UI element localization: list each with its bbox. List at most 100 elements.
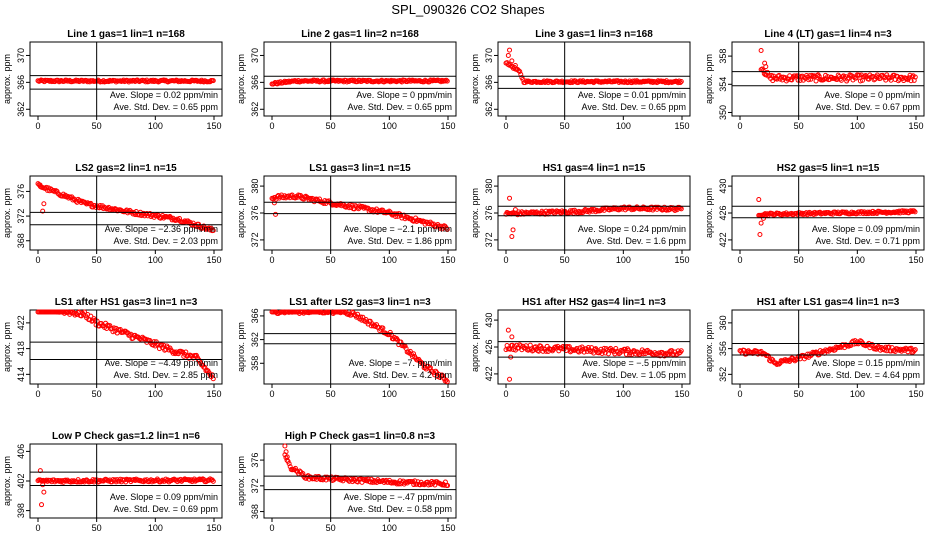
data-points xyxy=(503,327,684,382)
plot-frame xyxy=(731,309,925,385)
stddev-annotation: Ave. Std. Dev. = 2.03 ppm xyxy=(114,236,218,246)
slope-annotation: Ave. Slope = −4.49 ppm/min xyxy=(105,358,218,368)
x-tick-label: 50 xyxy=(92,121,102,131)
plot-frame xyxy=(29,175,223,251)
data-point xyxy=(671,206,677,212)
y-tick-label: 414 xyxy=(16,367,26,382)
panels-container: Line 1 gas=1 lin=1 n=168 0 50 100 150 362 366 3… xyxy=(2,29,925,533)
data-point xyxy=(507,195,513,201)
data-point xyxy=(442,78,448,84)
data-point xyxy=(509,234,515,240)
data-point xyxy=(760,68,766,74)
y-tick-label: 368 xyxy=(250,504,260,519)
y-axis-label: approx. ppm xyxy=(236,54,246,104)
data-point xyxy=(439,372,445,378)
data-point xyxy=(386,332,392,338)
data-point xyxy=(444,78,450,84)
x-tick-label: 0 xyxy=(35,389,40,399)
data-point xyxy=(284,457,290,463)
data-point xyxy=(810,74,816,80)
y-tick-label: 352 xyxy=(718,367,728,382)
x-tick-label: 0 xyxy=(737,255,742,265)
panel-title: HS1 gas=4 lin=1 n=15 xyxy=(543,163,646,174)
data-point xyxy=(151,339,157,345)
data-point xyxy=(273,211,279,217)
data-point xyxy=(758,220,764,226)
data-point xyxy=(40,208,46,214)
data-point xyxy=(67,194,73,200)
data-point xyxy=(357,203,363,209)
y-tick-label: 358 xyxy=(250,356,260,371)
data-point xyxy=(419,360,425,366)
data-point xyxy=(41,201,47,207)
y-axis-label: approx. ppm xyxy=(470,188,480,238)
panel-title: High P Check gas=1 lin=0.8 n=3 xyxy=(285,431,436,442)
slope-annotation: Ave. Slope = 0.15 ppm/min xyxy=(812,358,920,368)
data-points xyxy=(269,192,450,232)
x-tick-label: 50 xyxy=(92,523,102,533)
y-tick-label: 422 xyxy=(718,232,728,247)
x-tick-label: 50 xyxy=(794,255,804,265)
y-axis-label: approx. ppm xyxy=(2,322,12,372)
y-tick-label: 366 xyxy=(250,75,260,90)
panel-1: Line 1 gas=1 lin=1 n=168 0 50 100 150 362 366 3… xyxy=(2,29,223,131)
data-points xyxy=(756,197,918,238)
data-point xyxy=(407,348,413,354)
slope-annotation: Ave. Slope = 0.24 ppm/min xyxy=(578,224,686,234)
data-points xyxy=(35,181,216,234)
data-point xyxy=(766,353,772,359)
plot-frame xyxy=(263,309,457,385)
x-tick-label: 0 xyxy=(737,121,742,131)
data-point xyxy=(578,209,584,215)
data-point xyxy=(757,232,763,238)
data-point xyxy=(763,64,769,70)
x-tick-label: 150 xyxy=(206,121,221,131)
x-tick-label: 150 xyxy=(206,389,221,399)
stddev-annotation: Ave. Std. Dev. = 2.85 ppm xyxy=(114,370,218,380)
y-tick-label: 366 xyxy=(16,75,26,90)
data-point xyxy=(845,76,851,82)
data-point xyxy=(196,221,202,227)
panel-title: HS1 after HS2 gas=4 lin=1 n=3 xyxy=(522,297,666,308)
data-point xyxy=(43,184,49,190)
data-point xyxy=(41,489,47,495)
data-point xyxy=(759,351,765,357)
x-tick-label: 0 xyxy=(737,389,742,399)
data-point xyxy=(909,74,915,80)
data-point xyxy=(271,81,277,87)
y-axis-label: approx. ppm xyxy=(704,188,714,238)
data-point xyxy=(297,468,303,474)
y-axis-label: approx. ppm xyxy=(2,54,12,104)
data-point xyxy=(444,379,450,385)
data-points xyxy=(35,309,216,382)
stddev-annotation: Ave. Std. Dev. = 0.69 ppm xyxy=(114,504,218,514)
data-point xyxy=(813,78,819,84)
stddev-annotation: Ave. Std. Dev. = 0.67 ppm xyxy=(816,102,920,112)
data-point xyxy=(911,208,917,214)
data-point xyxy=(283,455,289,461)
y-axis-label: approx. ppm xyxy=(2,188,12,238)
y-tick-label: 422 xyxy=(16,315,26,330)
y-tick-label: 372 xyxy=(250,478,260,493)
data-point xyxy=(442,378,448,384)
y-axis-label: approx. ppm xyxy=(470,54,480,104)
data-point xyxy=(282,452,288,458)
data-point xyxy=(443,77,449,83)
y-tick-label: 362 xyxy=(250,102,260,117)
x-tick-label: 0 xyxy=(35,121,40,131)
data-point xyxy=(903,209,909,215)
data-point xyxy=(390,479,396,485)
y-tick-label: 360 xyxy=(718,315,728,330)
y-tick-label: 380 xyxy=(484,179,494,194)
data-point xyxy=(210,478,216,484)
panel-5: LS2 gas=2 lin=1 n=15 0 50 100 150 368 372 376 ap… xyxy=(2,163,223,265)
y-tick-label: 376 xyxy=(250,453,260,468)
data-points xyxy=(35,468,216,508)
data-point xyxy=(39,502,45,508)
data-point xyxy=(177,216,183,222)
panel-11: HS1 after HS2 gas=4 lin=1 n=3 0 50 100 150 42… xyxy=(470,297,691,399)
stddev-annotation: Ave. Std. Dev. = 4.2 ppm xyxy=(353,370,452,380)
data-point xyxy=(438,373,444,379)
data-point xyxy=(566,344,572,350)
data-point xyxy=(159,342,165,348)
